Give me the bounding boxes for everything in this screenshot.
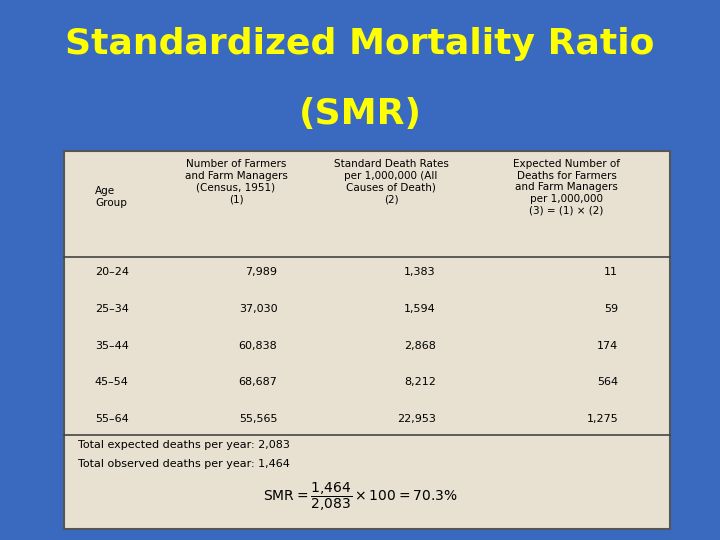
Text: 59: 59 <box>604 304 618 314</box>
Text: 1,594: 1,594 <box>404 304 436 314</box>
Text: $\mathrm{SMR} = \dfrac{1{,}464}{2{,}083} \times 100 = 70.3\%$: $\mathrm{SMR} = \dfrac{1{,}464}{2{,}083}… <box>263 481 457 513</box>
Text: 68,687: 68,687 <box>238 377 277 388</box>
Text: 8,212: 8,212 <box>404 377 436 388</box>
Text: (SMR): (SMR) <box>299 97 421 131</box>
FancyBboxPatch shape <box>64 151 670 529</box>
Text: Standardized Mortality Ratio: Standardized Mortality Ratio <box>66 27 654 61</box>
Text: 7,989: 7,989 <box>246 267 277 278</box>
Text: 564: 564 <box>597 377 618 388</box>
Text: 2,868: 2,868 <box>404 341 436 351</box>
Text: 22,953: 22,953 <box>397 414 436 424</box>
Text: 55,565: 55,565 <box>239 414 277 424</box>
Text: 45–54: 45–54 <box>95 377 129 388</box>
Text: 1,383: 1,383 <box>404 267 436 278</box>
Text: 25–34: 25–34 <box>95 304 129 314</box>
Text: 11: 11 <box>604 267 618 278</box>
Text: 55–64: 55–64 <box>95 414 129 424</box>
Text: 1,275: 1,275 <box>587 414 618 424</box>
Text: Expected Number of
Deaths for Farmers
and Farm Managers
per 1,000,000
(3) = (1) : Expected Number of Deaths for Farmers an… <box>513 159 620 215</box>
Text: 174: 174 <box>597 341 618 351</box>
Text: 35–44: 35–44 <box>95 341 129 351</box>
Text: 37,030: 37,030 <box>239 304 277 314</box>
Text: 60,838: 60,838 <box>238 341 277 351</box>
Text: Number of Farmers
and Farm Managers
(Census, 1951)
(1): Number of Farmers and Farm Managers (Cen… <box>184 159 287 204</box>
Text: 20–24: 20–24 <box>95 267 129 278</box>
Text: Standard Death Rates
per 1,000,000 (All
Causes of Death)
(2): Standard Death Rates per 1,000,000 (All … <box>333 159 449 204</box>
Text: Age
Group: Age Group <box>95 186 127 208</box>
Text: Total expected deaths per year: 2,083: Total expected deaths per year: 2,083 <box>78 440 289 450</box>
Text: Total observed deaths per year: 1,464: Total observed deaths per year: 1,464 <box>78 459 289 469</box>
